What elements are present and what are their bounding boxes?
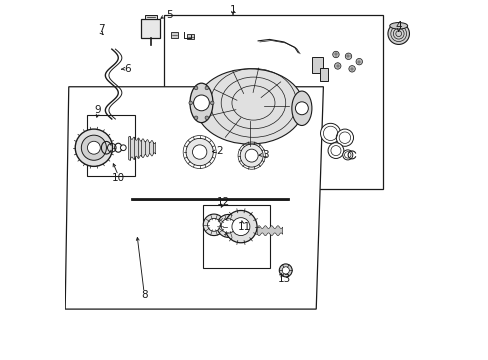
Text: 9: 9: [95, 105, 102, 115]
Text: 13: 13: [277, 274, 290, 284]
Circle shape: [210, 101, 214, 105]
Circle shape: [217, 215, 239, 237]
Circle shape: [204, 116, 208, 120]
Circle shape: [87, 141, 100, 154]
Circle shape: [192, 145, 206, 159]
Circle shape: [282, 267, 289, 274]
Circle shape: [194, 86, 198, 90]
Circle shape: [279, 264, 292, 277]
Circle shape: [345, 53, 351, 59]
Circle shape: [185, 138, 213, 166]
Circle shape: [387, 23, 408, 44]
Ellipse shape: [291, 91, 311, 126]
Text: 1: 1: [229, 5, 236, 15]
Circle shape: [75, 129, 112, 166]
Text: 12: 12: [216, 197, 229, 207]
Circle shape: [332, 51, 339, 58]
Circle shape: [240, 144, 263, 167]
Text: 4: 4: [395, 21, 401, 31]
Ellipse shape: [196, 69, 303, 144]
Circle shape: [81, 135, 106, 160]
Circle shape: [334, 63, 340, 69]
Text: 5: 5: [165, 10, 172, 20]
Circle shape: [188, 101, 192, 105]
Text: 2: 2: [216, 146, 222, 156]
Ellipse shape: [190, 83, 212, 123]
Text: 8: 8: [141, 291, 147, 301]
Circle shape: [204, 86, 208, 90]
Text: 10: 10: [111, 173, 124, 183]
Bar: [171, 32, 178, 38]
Circle shape: [221, 219, 235, 233]
Circle shape: [355, 58, 362, 65]
Bar: [87, 116, 135, 176]
Circle shape: [244, 149, 258, 162]
Bar: [140, 19, 160, 39]
Circle shape: [295, 102, 308, 115]
Circle shape: [224, 211, 257, 243]
Circle shape: [320, 123, 340, 143]
Circle shape: [336, 129, 353, 146]
Ellipse shape: [389, 23, 407, 29]
Bar: [187, 34, 194, 40]
Text: 6: 6: [124, 64, 131, 74]
Circle shape: [207, 219, 220, 231]
Circle shape: [193, 95, 209, 111]
Text: 11: 11: [237, 222, 251, 231]
Bar: [144, 15, 156, 19]
Circle shape: [194, 116, 198, 120]
Bar: [319, 68, 327, 81]
Bar: [311, 57, 322, 73]
Text: 3: 3: [262, 150, 268, 160]
Circle shape: [348, 66, 355, 72]
Bar: [203, 205, 269, 268]
Bar: [163, 15, 382, 189]
Circle shape: [327, 143, 343, 158]
Text: 7: 7: [98, 24, 104, 35]
Polygon shape: [65, 87, 323, 309]
Circle shape: [203, 214, 224, 235]
Circle shape: [342, 150, 352, 160]
Circle shape: [231, 218, 249, 235]
